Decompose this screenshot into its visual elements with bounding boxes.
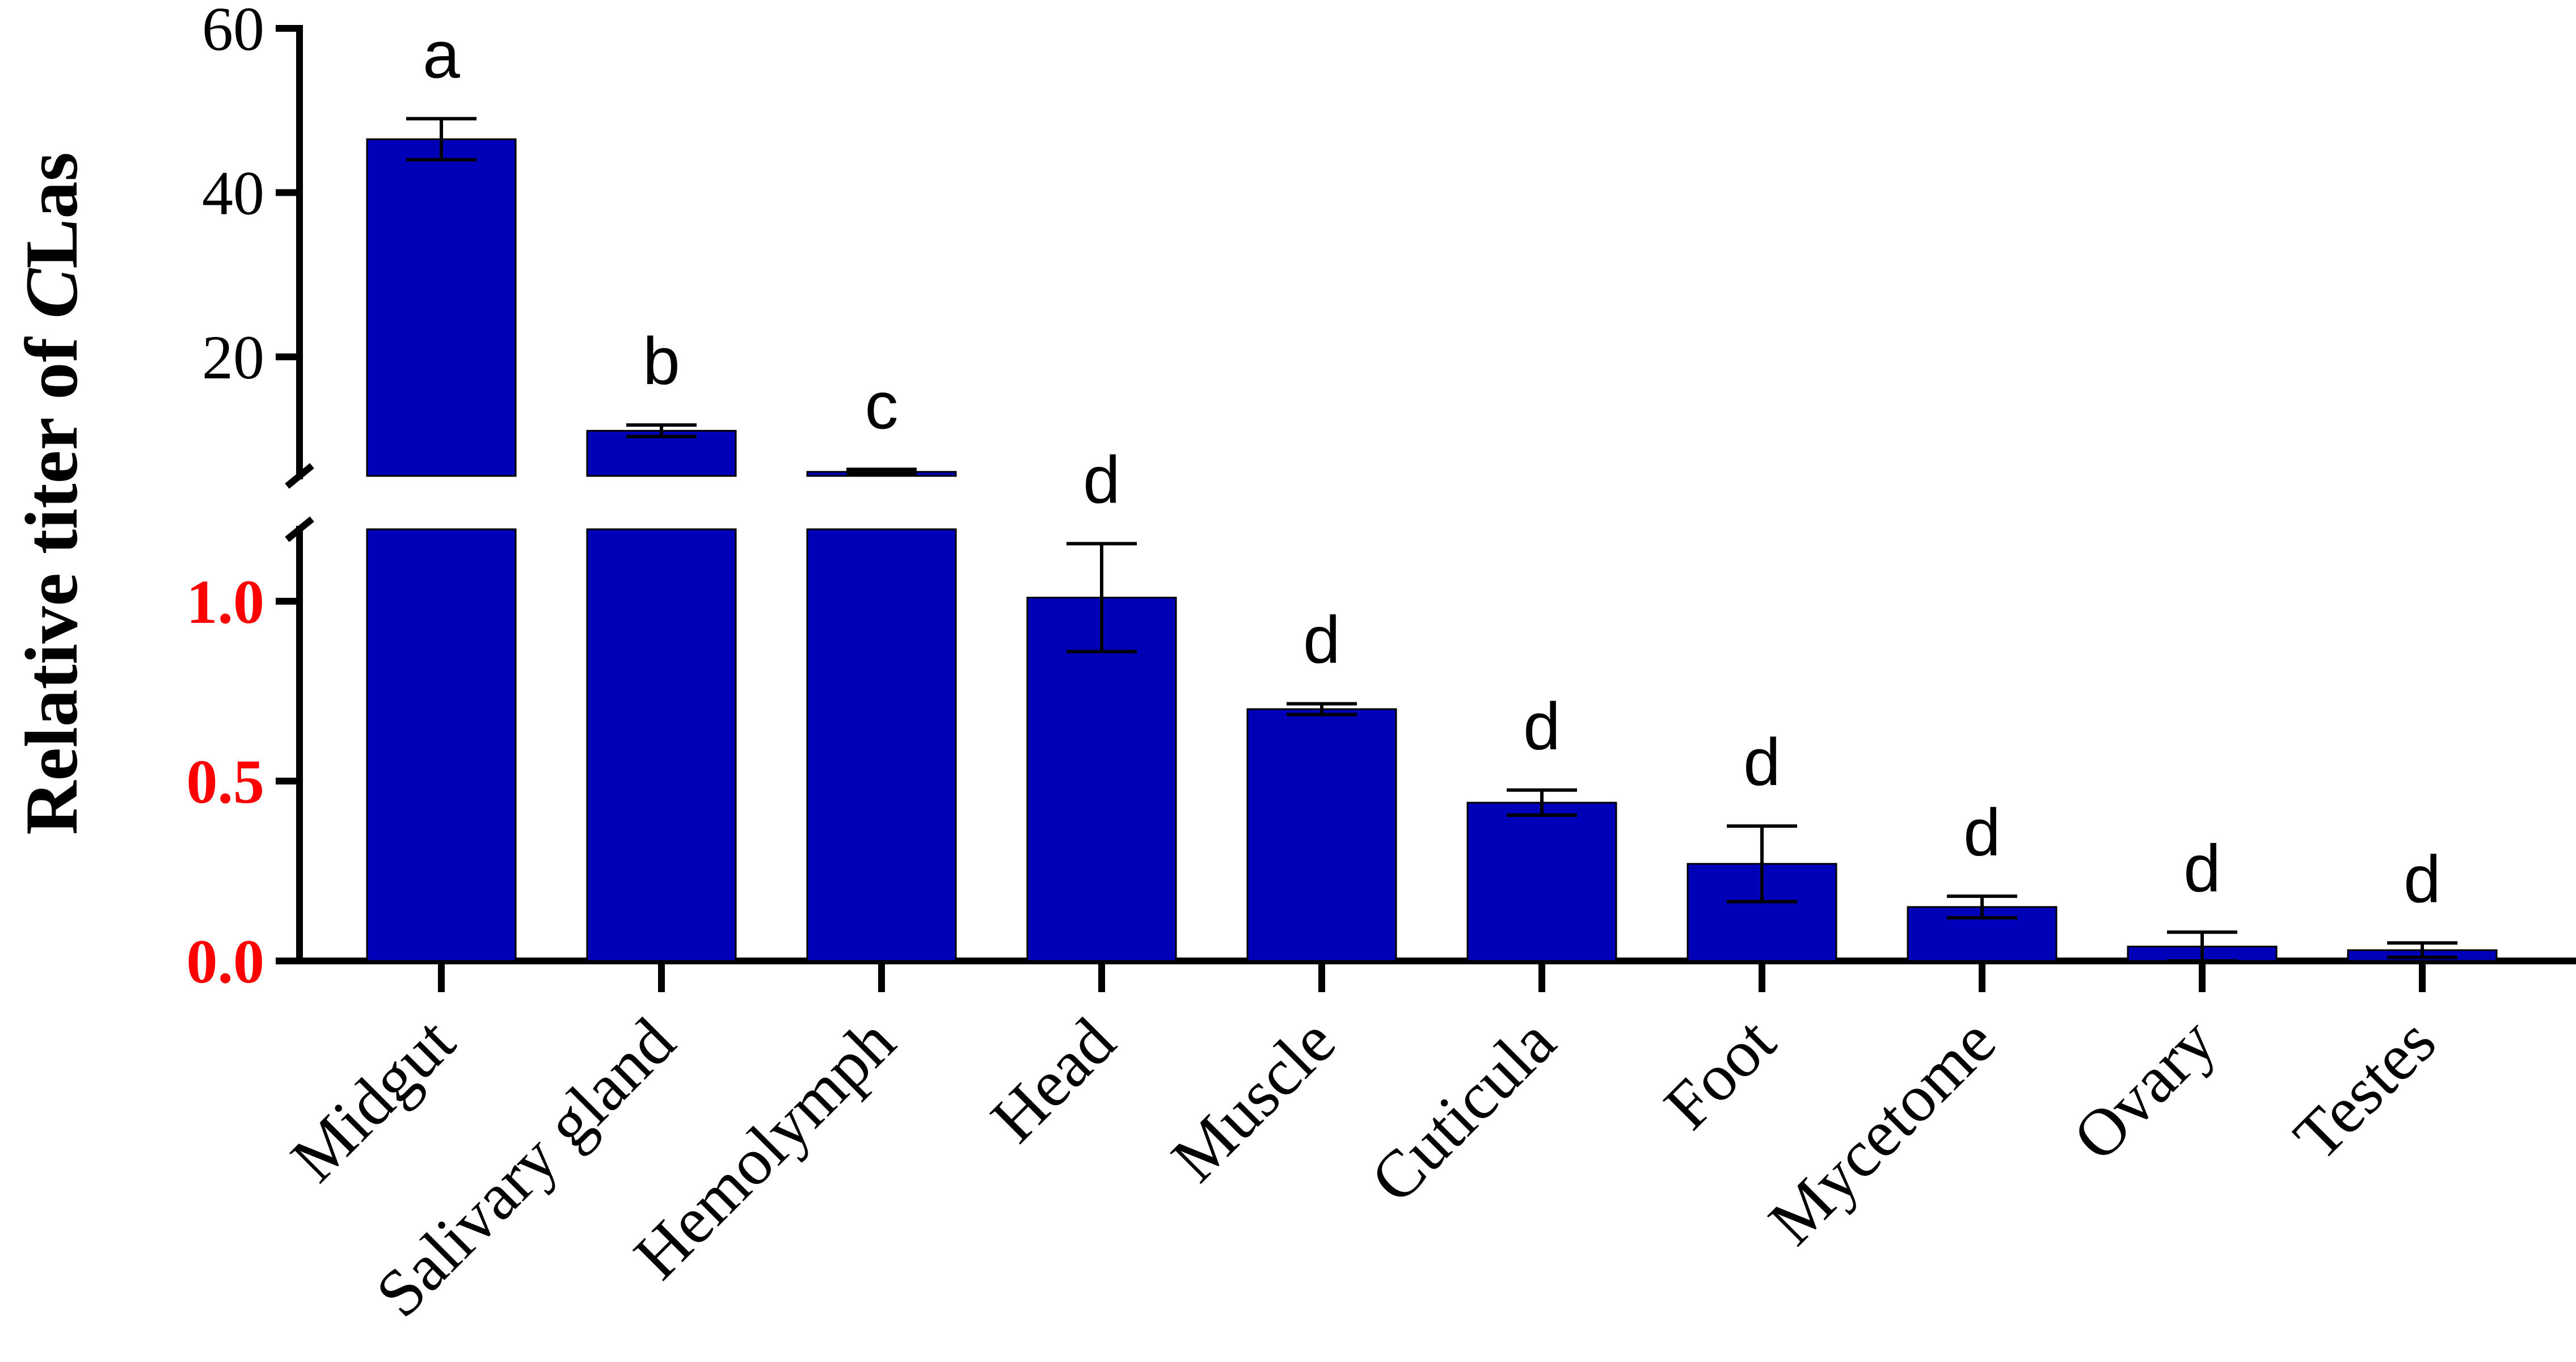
significance-label: d xyxy=(2183,831,2221,906)
x-category-label: Head xyxy=(977,1004,1129,1157)
bar-lower-part xyxy=(586,528,737,962)
y-ticks: 20 40 60 0.0 0.5 1.0 xyxy=(187,0,300,996)
significance-labels: a b c d d d d d d d xyxy=(423,18,2441,917)
x-category-label: Muscle xyxy=(1157,1004,1349,1196)
ylabel-prefix: Relative titer of xyxy=(10,319,93,835)
y-tick-label-upper: 60 xyxy=(202,0,264,64)
y-tick-label-lower: 0.5 xyxy=(187,747,265,816)
significance-label: c xyxy=(865,368,899,443)
y-tick-label-upper: 20 xyxy=(202,323,264,392)
ylabel-suffix: Las xyxy=(10,152,93,268)
bar-lower-part xyxy=(806,528,957,962)
bar-upper-part xyxy=(366,138,517,477)
error-bars xyxy=(406,117,2457,963)
axis-break-mark-upper xyxy=(285,463,314,489)
significance-label: d xyxy=(2404,842,2441,917)
significance-label: d xyxy=(1523,689,1561,764)
x-category-label: Ovary xyxy=(2059,1004,2229,1175)
bar-lower-part xyxy=(366,528,517,962)
x-category-label: Midgut xyxy=(277,1004,469,1196)
ylabel-italic: C xyxy=(10,268,93,319)
axis-break-mark-lower xyxy=(285,516,314,542)
bar-upper-part xyxy=(586,429,737,477)
significance-label: d xyxy=(1743,725,1781,800)
bar xyxy=(1026,596,1177,962)
significance-label: b xyxy=(643,324,680,399)
y-tick-label-upper: 40 xyxy=(202,159,264,228)
y-tick-label-lower: 1.0 xyxy=(187,567,265,636)
significance-label: a xyxy=(423,18,460,92)
x-category-label: Mycetome xyxy=(1755,1004,2009,1259)
x-category-label: Cuticula xyxy=(1356,1004,1569,1217)
bar xyxy=(1466,802,1617,962)
x-category-label: Testes xyxy=(2279,1004,2449,1174)
y-axis-label: Relative titer of CLas xyxy=(10,152,93,835)
bars xyxy=(366,138,2498,962)
significance-label: d xyxy=(1963,795,2001,870)
y-tick-label-lower: 0.0 xyxy=(187,927,265,996)
significance-label: d xyxy=(1083,442,1120,517)
bar xyxy=(1246,708,1397,962)
significance-label: d xyxy=(1303,603,1340,678)
x-category-label: Foot xyxy=(1650,1004,1790,1144)
